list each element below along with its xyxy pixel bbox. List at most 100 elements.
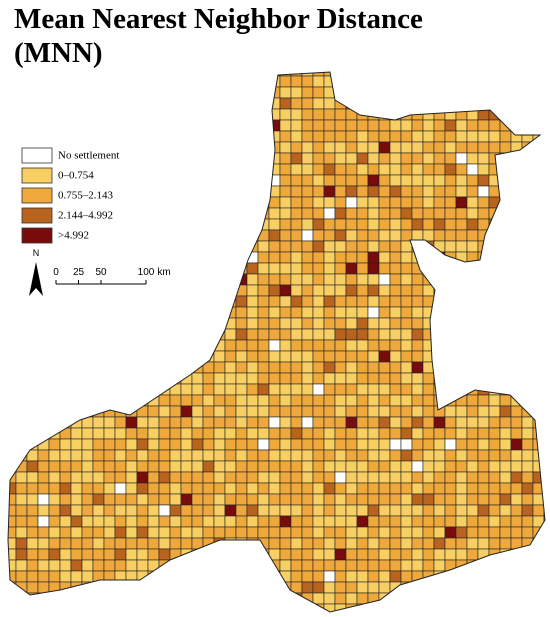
grid-cell [301, 482, 314, 495]
grid-cell [345, 515, 358, 528]
grid-cell [367, 438, 380, 451]
grid-cell [92, 317, 105, 330]
grid-cell [125, 416, 138, 429]
grid-cell [81, 548, 94, 561]
grid-cell [301, 504, 314, 517]
grid-cell [180, 416, 193, 429]
grid-cell [356, 394, 369, 407]
grid-cell [213, 361, 226, 374]
grid-cell [521, 295, 534, 308]
grid-cell [26, 504, 39, 517]
grid-cell [290, 603, 303, 612]
grid-cell [180, 515, 193, 528]
grid-cell [180, 581, 193, 594]
grid-cell [532, 361, 545, 374]
grid-cell [125, 141, 138, 154]
grid-cell [411, 427, 424, 440]
grid-cell [257, 86, 270, 99]
grid-cell [466, 460, 479, 473]
grid-cell [290, 471, 303, 484]
grid-cell [488, 130, 501, 143]
legend-label: 0–0.754 [58, 170, 94, 182]
grid-cell [103, 339, 116, 352]
grid-cell [202, 306, 215, 319]
grid-cell [499, 482, 512, 495]
grid-cell [48, 328, 61, 341]
grid-cell [411, 548, 424, 561]
grid-cell [455, 240, 468, 253]
grid-cell [499, 75, 512, 88]
grid-cell [147, 119, 160, 132]
grid-cell [411, 449, 424, 462]
grid-cell [48, 515, 61, 528]
grid-cell [257, 174, 270, 187]
grid-cell [521, 108, 534, 121]
grid-cell [510, 592, 523, 605]
grid-cell [334, 537, 347, 550]
grid-cell [169, 581, 182, 594]
grid-cell [8, 306, 17, 319]
grid-cell [257, 97, 270, 110]
grid-cell [510, 284, 523, 297]
grid-cell [257, 141, 270, 154]
grid-cell [235, 75, 248, 88]
grid-cell [279, 383, 292, 396]
grid-cell [466, 416, 479, 429]
grid-cell [37, 317, 50, 330]
grid-cell [312, 372, 325, 385]
grid-cell [103, 537, 116, 550]
grid-cell [455, 339, 468, 352]
grid-cell [169, 240, 182, 253]
grid-cell [235, 361, 248, 374]
grid-cell [59, 328, 72, 341]
grid-cell [543, 482, 545, 495]
grid-cell [334, 394, 347, 407]
grid-cell [356, 273, 369, 286]
grid-cell [345, 207, 358, 220]
grid-cell [422, 174, 435, 187]
grid-cell [147, 163, 160, 176]
grid-cell [125, 559, 138, 572]
grid-cell [279, 416, 292, 429]
grid-cell [257, 350, 270, 363]
grid-cell [312, 240, 325, 253]
grid-cell [257, 163, 270, 176]
grid-cell [499, 537, 512, 550]
grid-cell [532, 185, 545, 198]
grid-cell [444, 339, 457, 352]
grid-cell [268, 317, 281, 330]
grid-cell [191, 438, 204, 451]
grid-cell [433, 284, 446, 297]
grid-cell [400, 251, 413, 264]
grid-cell [81, 394, 94, 407]
grid-cell [290, 141, 303, 154]
grid-cell [92, 174, 105, 187]
grid-cell [246, 427, 259, 440]
grid-cell [202, 130, 215, 143]
grid-cell [345, 273, 358, 286]
grid-cell [81, 97, 94, 110]
grid-cell [510, 405, 523, 418]
grid-cell [312, 504, 325, 517]
grid-cell [279, 317, 292, 330]
grid-cell [147, 284, 160, 297]
grid-cell [290, 218, 303, 231]
grid-cell [455, 372, 468, 385]
grid-cell [389, 251, 402, 264]
grid-cell [48, 504, 61, 517]
grid-cell [213, 284, 226, 297]
grid-cell [499, 570, 512, 583]
grid-cell [48, 405, 61, 418]
grid-cell [543, 163, 545, 176]
grid-cell [92, 504, 105, 517]
grid-cell [246, 75, 259, 88]
grid-cell [213, 526, 226, 539]
grid-cell [389, 141, 402, 154]
grid-cell [8, 229, 17, 242]
grid-cell [213, 295, 226, 308]
grid-cell [246, 592, 259, 605]
grid-cell [257, 383, 270, 396]
grid-cell [301, 559, 314, 572]
grid-cell [15, 97, 28, 110]
grid-cell [433, 306, 446, 319]
